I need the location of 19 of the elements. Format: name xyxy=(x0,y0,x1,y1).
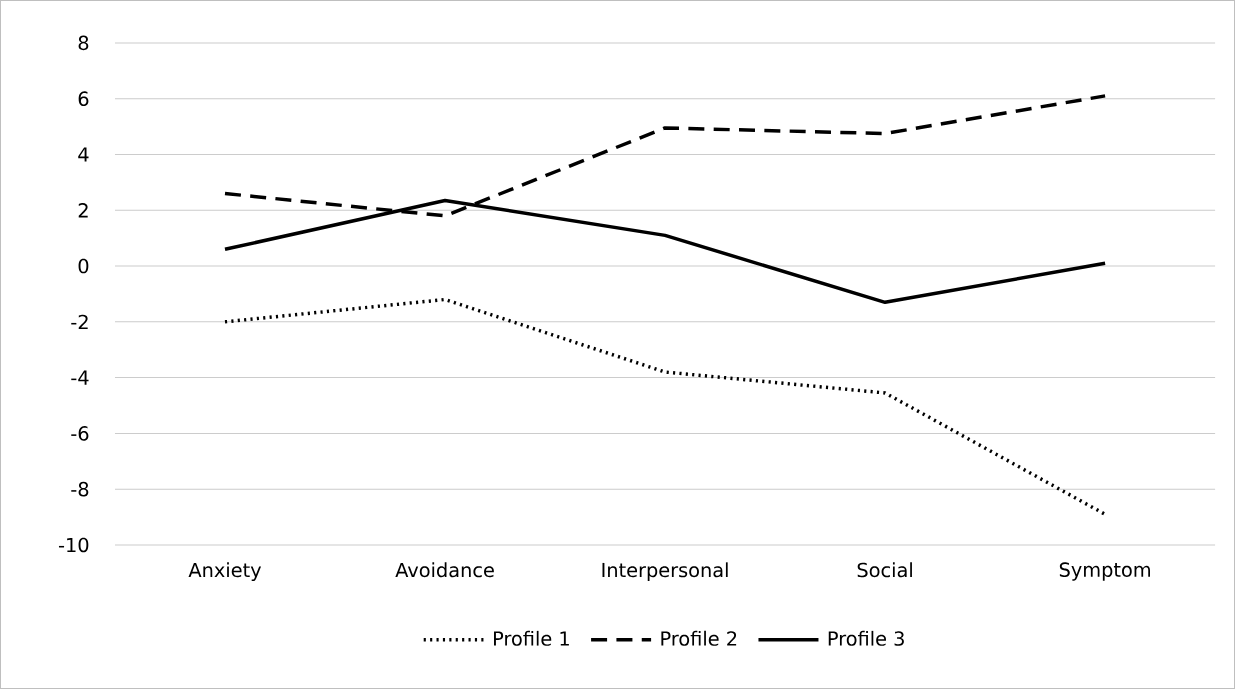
y-tick-label: 6 xyxy=(78,91,89,107)
legend-label: Profile 1 xyxy=(494,630,569,646)
x-tick-label: Anxiety xyxy=(188,562,262,582)
x-tick-label: Symptom xyxy=(1059,562,1150,581)
y-tick-label: 4 xyxy=(78,147,89,162)
y-tick-label: 2 xyxy=(78,203,88,218)
x-tick-label: Interpersonal xyxy=(602,562,728,582)
x-tick-label: Avoidance xyxy=(395,562,494,578)
y-tick-label: -2 xyxy=(71,314,88,330)
y-tick-label: -6 xyxy=(71,426,89,441)
line-series xyxy=(223,297,1107,517)
y-tick-label: -8 xyxy=(71,481,89,497)
x-tick-label: Social xyxy=(857,562,912,578)
y-tick-label: 8 xyxy=(78,35,89,51)
legend-label: Profile 2 xyxy=(661,630,737,646)
y-tick-label: 0 xyxy=(78,258,89,274)
legend-label: Profile 3 xyxy=(828,630,904,646)
y-tick-label: -10 xyxy=(58,537,89,553)
y-tick-label: -4 xyxy=(71,370,89,385)
